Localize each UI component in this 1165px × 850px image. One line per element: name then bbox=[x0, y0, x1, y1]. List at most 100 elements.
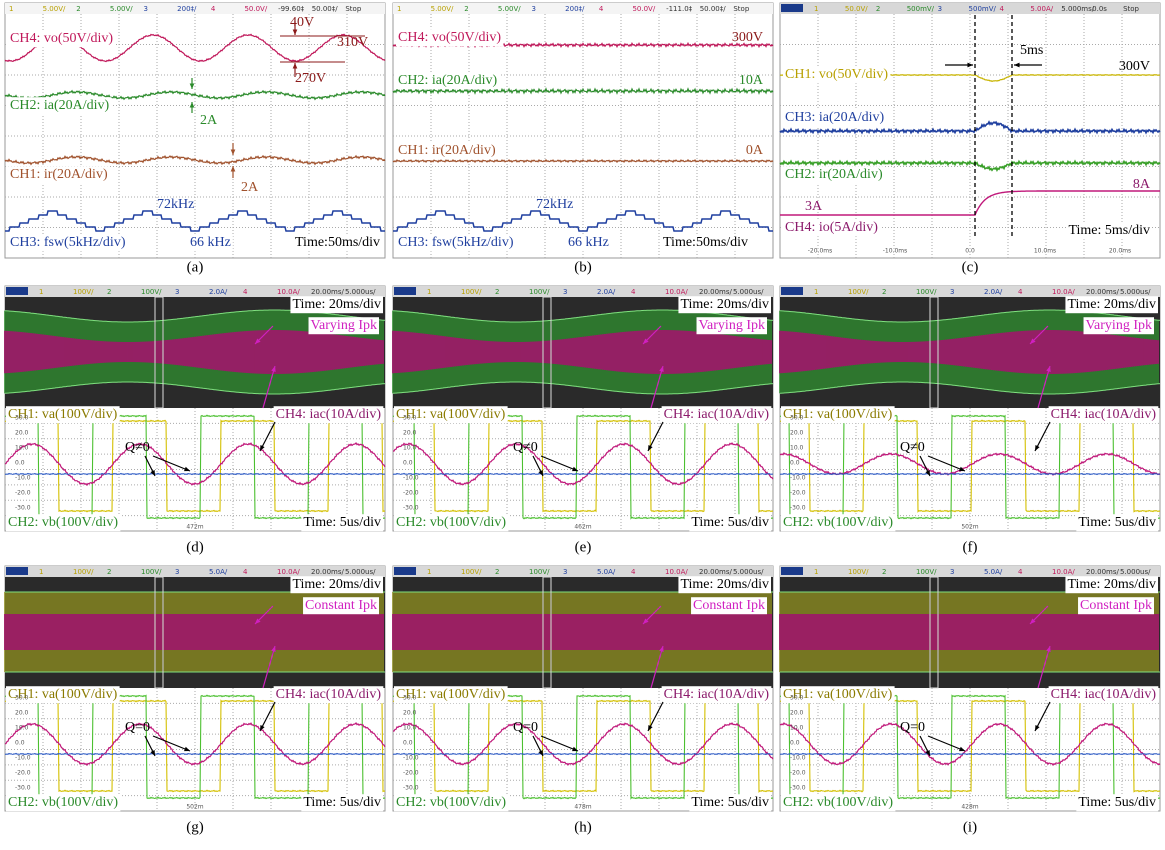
trace-label: CH4: iac(10A/div) bbox=[1051, 407, 1157, 422]
trace-label: Time: 20ms/div bbox=[292, 577, 381, 592]
trace-label: Time: 5us/div bbox=[303, 515, 381, 530]
y-tick-label: -30.0 bbox=[15, 785, 31, 792]
y-tick-label: 20.0 bbox=[403, 430, 417, 437]
panel-caption: (a) bbox=[187, 259, 204, 275]
header-item: 20.00ms/ bbox=[1086, 288, 1120, 296]
header-item: 5.00V/ bbox=[43, 5, 66, 13]
y-tick-label: 30.0 bbox=[790, 415, 804, 422]
y-tick-label: 20.0 bbox=[403, 710, 417, 717]
y-tick-label: -10.0 bbox=[403, 475, 419, 482]
trace-label: Constant Ipk bbox=[1080, 598, 1152, 613]
scope-panel: 1100V/2100V/35.0A/410.0A/20.00ms/5.000us… bbox=[780, 566, 1160, 811]
trace-label: CH3: fsw(5kHz/div) bbox=[10, 235, 126, 250]
trace-label: Time:50ms/div bbox=[295, 235, 380, 250]
header-item: 20.00ms/ bbox=[311, 568, 345, 576]
panel-caption: (g) bbox=[186, 819, 204, 835]
y-tick-label: -30.0 bbox=[790, 785, 806, 792]
trace-label: 72kHz bbox=[157, 197, 194, 212]
header-item: 100V/ bbox=[73, 288, 94, 296]
header-item: 100V/ bbox=[73, 568, 94, 576]
header-item: 100V/ bbox=[848, 288, 869, 296]
trace-label: Time: 20ms/div bbox=[1067, 577, 1156, 592]
header-item: 50.0V/ bbox=[845, 5, 868, 13]
y-tick-label: 0.0 bbox=[15, 740, 25, 747]
header-item: 5.00V/ bbox=[110, 5, 133, 13]
header-item: 50.00‡/ bbox=[312, 5, 339, 13]
header-item: Stop bbox=[1123, 5, 1139, 13]
header-item: 5.00V/ bbox=[498, 5, 521, 13]
y-tick-label: 30.0 bbox=[15, 415, 29, 422]
scope-panel: 1100V/2100V/32.0A/410.0A/20.00ms/5.000us… bbox=[5, 286, 385, 531]
panel-caption: (f) bbox=[963, 539, 978, 555]
y-tick-label: -20.0 bbox=[790, 770, 806, 777]
header-item: -99.60‡ bbox=[278, 5, 305, 13]
header-logo bbox=[6, 287, 28, 295]
trace-label: Varying Ipk bbox=[699, 318, 766, 333]
y-tick-label: -20.0 bbox=[403, 490, 419, 497]
header-item: 100V/ bbox=[529, 288, 550, 296]
trace-label: Constant Ipk bbox=[305, 598, 377, 613]
x-tick-label: 20.0ms bbox=[1109, 248, 1131, 255]
header-item: 2 bbox=[882, 288, 886, 296]
trace-label: Q≠0 bbox=[125, 440, 150, 455]
header-logo bbox=[394, 567, 416, 575]
trace-label: Constant Ipk bbox=[693, 598, 765, 613]
y-tick-label: 30.0 bbox=[15, 695, 29, 702]
y-tick-label: 0.0 bbox=[403, 740, 413, 747]
y-tick-label: -20.0 bbox=[15, 770, 31, 777]
trace-label: Varying Ipk bbox=[1086, 318, 1153, 333]
panel-caption: (b) bbox=[574, 259, 592, 275]
header-item: 1 bbox=[427, 288, 431, 296]
trace-label: CH4: vo(50V/div) bbox=[398, 30, 501, 45]
y-tick-label: 10.0 bbox=[15, 445, 29, 452]
trace-label: Q≠0 bbox=[513, 440, 538, 455]
scope-panel: 150.0V/2500mV/3500mV/45.00A/5.000ms/0.0s… bbox=[780, 3, 1160, 258]
y-tick-label: 0.0 bbox=[790, 460, 800, 467]
panel-caption: (i) bbox=[963, 819, 977, 835]
trace-label: CH2: ir(20A/div) bbox=[785, 167, 883, 182]
trace-label: CH2: vb(100V/div) bbox=[396, 515, 506, 530]
trace-label: 10A bbox=[739, 73, 764, 88]
trace-label: 40V bbox=[290, 15, 314, 30]
header-item: 200‡/ bbox=[177, 5, 197, 13]
header-item: 5.0A/ bbox=[209, 568, 228, 576]
header-item: 3 bbox=[144, 5, 148, 13]
trace-label: CH2: ia(20A/div) bbox=[10, 98, 109, 113]
trace-label: 72kHz bbox=[536, 197, 573, 212]
header-item: 4 bbox=[999, 5, 1004, 13]
trace-label: Time: 5ms/div bbox=[1068, 223, 1150, 238]
scope-panel: 1100V/2100V/32.0A/410.0A/20.00ms/5.000us… bbox=[393, 286, 773, 531]
y-tick-label: 10.0 bbox=[790, 725, 804, 732]
trace-label: 310V bbox=[337, 35, 368, 50]
header-item: 2 bbox=[882, 568, 886, 576]
header-item: 3 bbox=[950, 288, 954, 296]
header-item: Stop bbox=[345, 5, 361, 13]
header-item: 10.0A/ bbox=[665, 568, 688, 576]
trace-label: CH2: vb(100V/div) bbox=[783, 795, 893, 810]
trace-label: CH4: iac(10A/div) bbox=[664, 687, 770, 702]
header-item: 10.0A/ bbox=[1052, 288, 1075, 296]
header-item: 2 bbox=[495, 288, 499, 296]
cursor-readout: 478m bbox=[574, 804, 591, 811]
trace-label: Varying Ipk bbox=[311, 318, 378, 333]
trace-label: CH3: ia(20A/div) bbox=[785, 110, 884, 125]
trace-label: 0A bbox=[746, 143, 764, 158]
header-item: 4 bbox=[1018, 568, 1023, 576]
header-item: 2 bbox=[876, 5, 880, 13]
trace-label: Time: 20ms/div bbox=[292, 297, 381, 312]
y-tick-label: -10.0 bbox=[403, 755, 419, 762]
header-item: 5.00V/ bbox=[431, 5, 454, 13]
trace-label: 300V bbox=[732, 30, 763, 45]
trace-label: Time: 5us/div bbox=[691, 515, 769, 530]
header-item: 4 bbox=[243, 568, 248, 576]
y-tick-label: -10.0 bbox=[790, 475, 806, 482]
panel-caption: (c) bbox=[962, 259, 979, 275]
trace-label: 2A bbox=[200, 113, 218, 128]
y-tick-label: -10.0 bbox=[15, 755, 31, 762]
y-tick-label: 20.0 bbox=[790, 430, 804, 437]
y-tick-label: -10.0 bbox=[790, 755, 806, 762]
y-tick-label: 30.0 bbox=[403, 415, 417, 422]
header-item: 5.0A/ bbox=[597, 568, 616, 576]
y-tick-label: 10.0 bbox=[403, 445, 417, 452]
